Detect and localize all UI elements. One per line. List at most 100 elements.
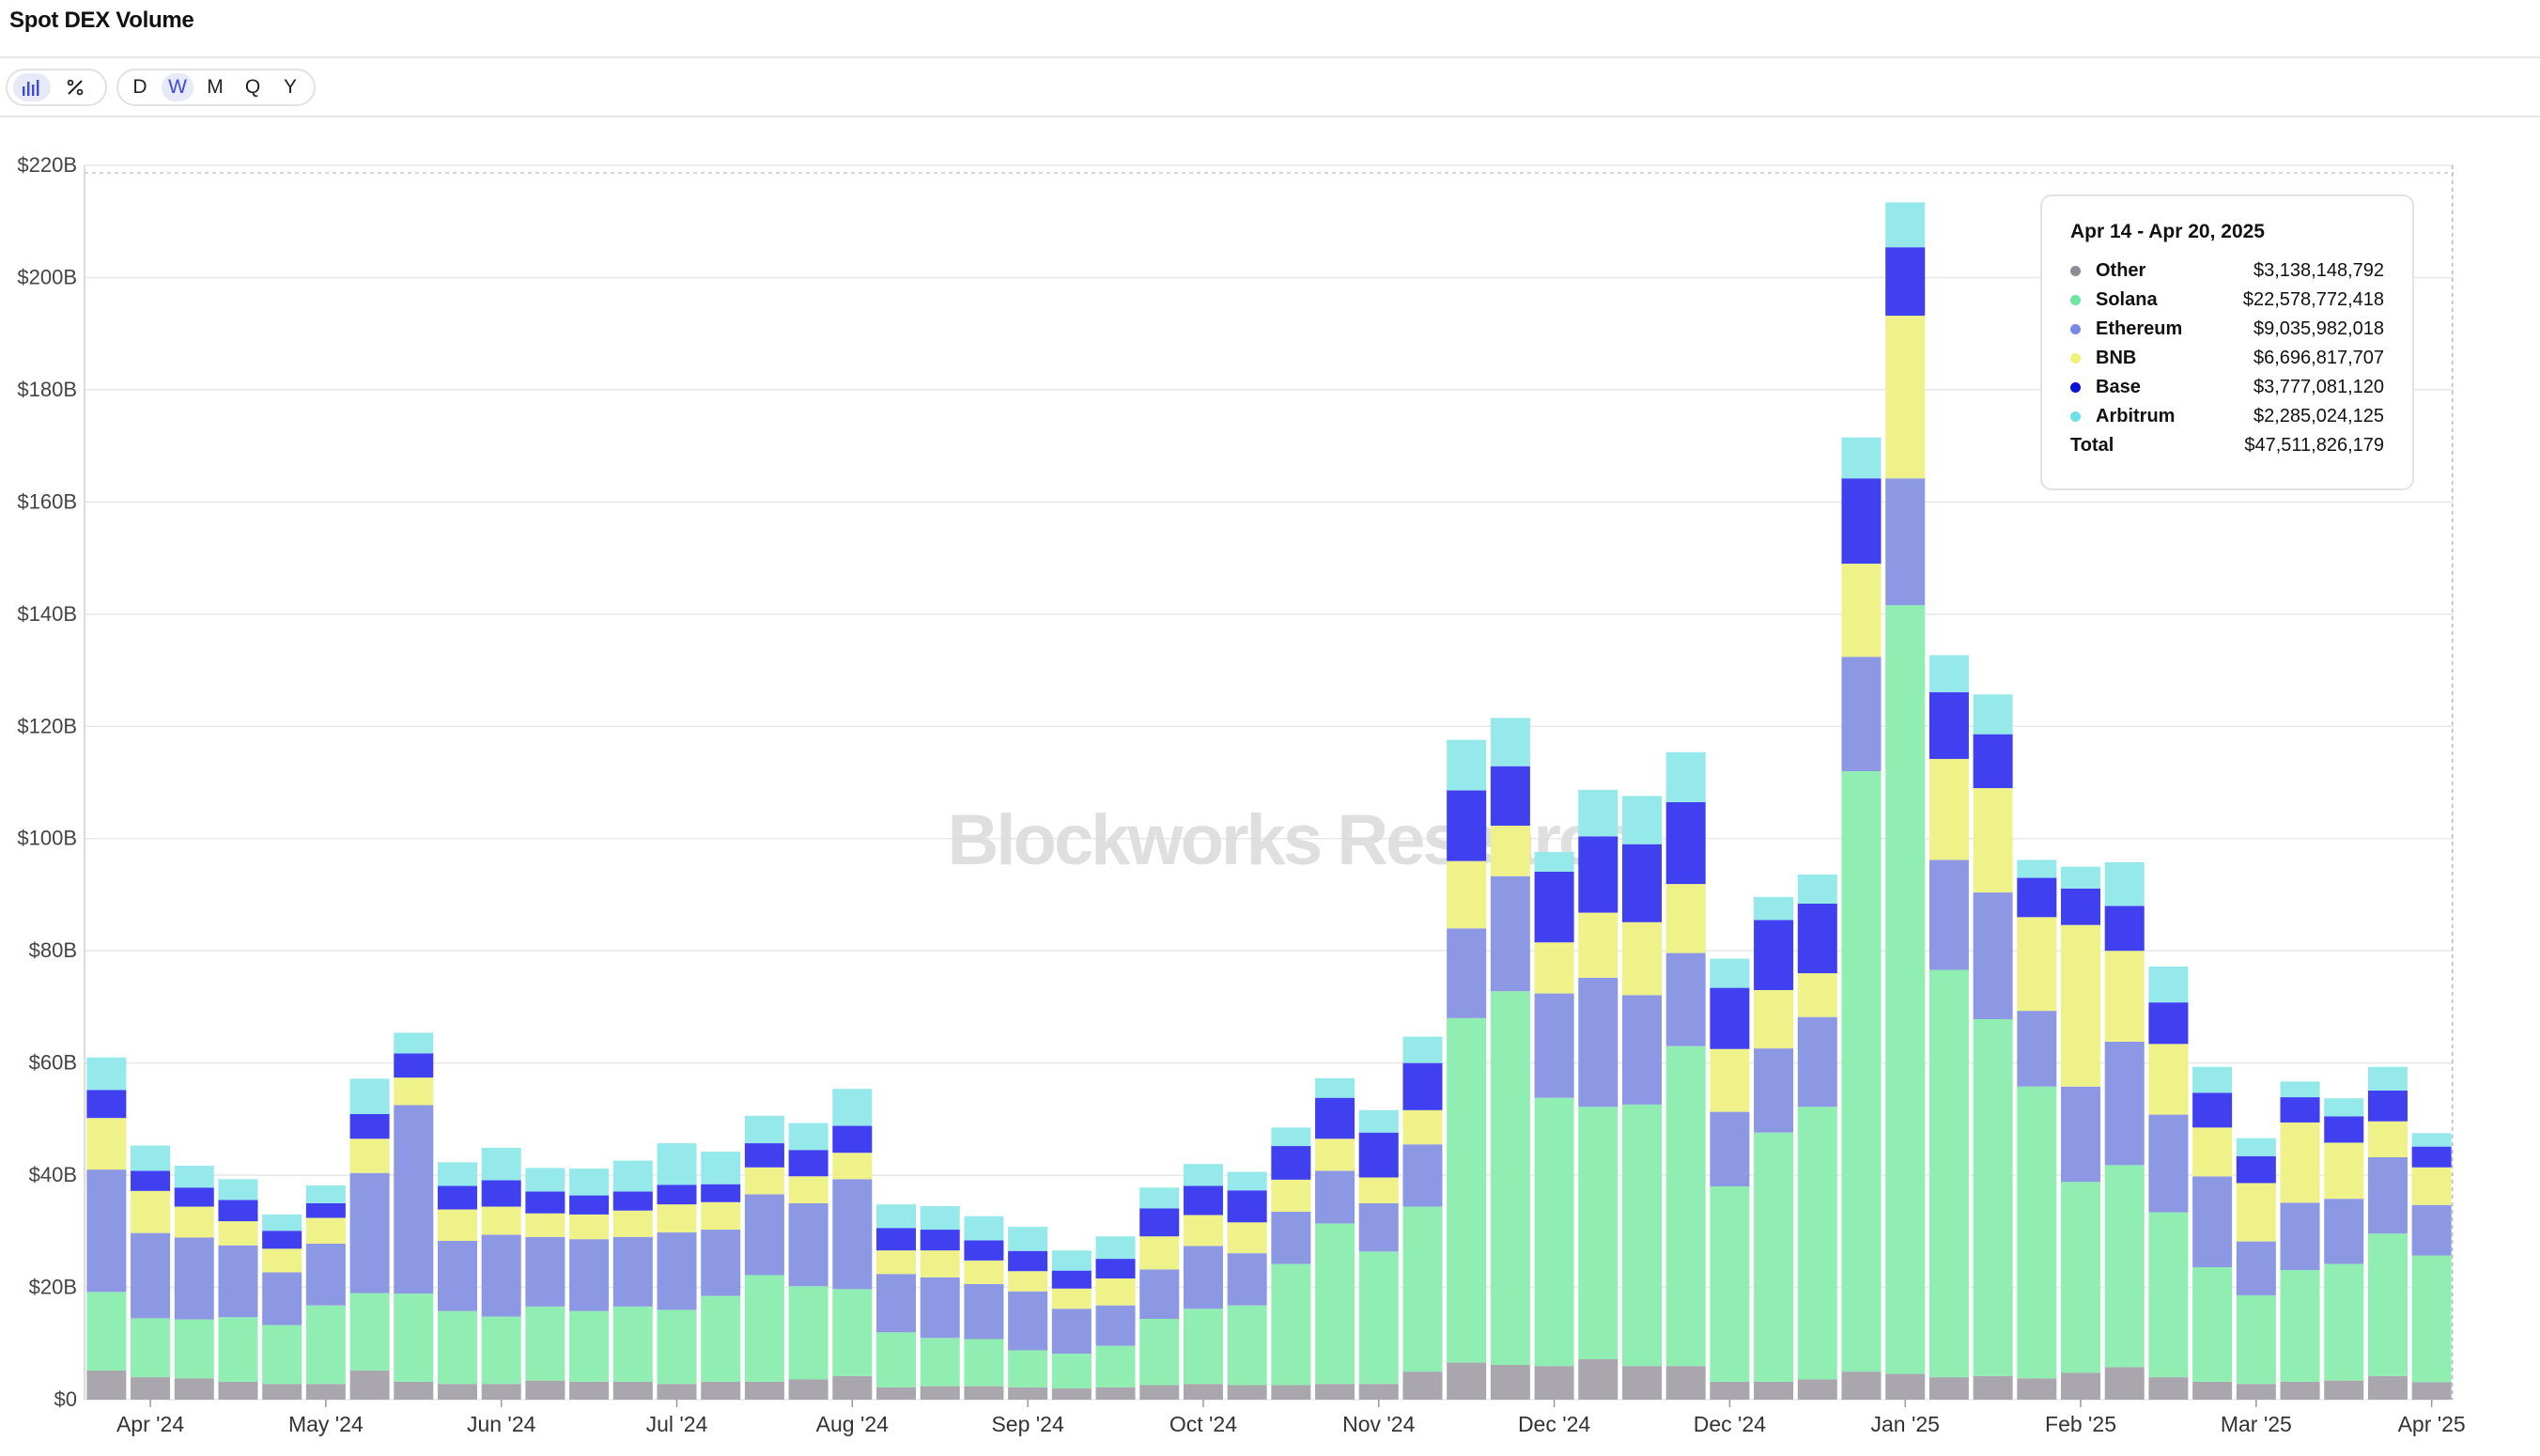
bar-segment-bnb[interactable] <box>1973 787 2013 893</box>
bar-segment-ethereum[interactable] <box>394 1105 434 1294</box>
bar-segment-base[interactable] <box>832 1125 873 1154</box>
bar-segment-other[interactable] <box>701 1381 741 1400</box>
bar-segment-solana[interactable] <box>1271 1263 1311 1386</box>
bar-segment-arbitrum[interactable] <box>437 1162 477 1186</box>
period-button-y[interactable]: Y <box>283 76 297 98</box>
bar-segment-arbitrum[interactable] <box>2411 1133 2452 1147</box>
bar-segment-other[interactable] <box>1447 1362 1487 1400</box>
bar-segment-solana[interactable] <box>2061 1182 2101 1373</box>
bar-segment-ethereum[interactable] <box>1447 928 1487 1018</box>
bar-segment-ethereum[interactable] <box>1841 657 1882 772</box>
bar-segment-solana[interactable] <box>2280 1270 2320 1382</box>
bar-segment-bnb[interactable] <box>525 1213 565 1237</box>
bar-segment-arbitrum[interactable] <box>2148 966 2189 1003</box>
bar-segment-base[interactable] <box>305 1202 346 1218</box>
bar-segment-arbitrum[interactable] <box>1447 739 1487 791</box>
bar-segment-solana[interactable] <box>481 1316 521 1385</box>
bar-segment-other[interactable] <box>131 1377 171 1400</box>
bar-segment-bnb[interactable] <box>1183 1215 1223 1247</box>
bar-segment-base[interactable] <box>349 1113 390 1139</box>
bar-segment-solana[interactable] <box>262 1324 302 1385</box>
bar-segment-arbitrum[interactable] <box>1227 1171 1267 1191</box>
percent-icon[interactable] <box>56 73 94 101</box>
bar-segment-solana[interactable] <box>1534 1097 1574 1367</box>
bar-segment-bnb[interactable] <box>1797 973 1837 1017</box>
bar-segment-ethereum[interactable] <box>1402 1144 1443 1207</box>
bar-segment-arbitrum[interactable] <box>1183 1164 1223 1186</box>
bar-segment-base[interactable] <box>1621 844 1662 922</box>
bar-segment-ethereum[interactable] <box>2280 1202 2320 1271</box>
bar-segment-ethereum[interactable] <box>876 1274 917 1333</box>
bar-segment-other[interactable] <box>832 1375 873 1400</box>
bar-segment-other[interactable] <box>612 1381 653 1400</box>
bar-segment-bnb[interactable] <box>1051 1288 1092 1309</box>
bar-segment-other[interactable] <box>1490 1364 1530 1400</box>
bar-segment-bnb[interactable] <box>2192 1127 2233 1177</box>
bar-segment-ethereum[interactable] <box>1665 953 1706 1046</box>
bar-segment-base[interactable] <box>788 1150 829 1177</box>
bar-segment-ethereum[interactable] <box>832 1179 873 1290</box>
bar-segment-ethereum[interactable] <box>218 1245 258 1318</box>
bar-segment-ethereum[interactable] <box>2411 1204 2452 1256</box>
bar-segment-base[interactable] <box>1490 766 1530 826</box>
bar-segment-ethereum[interactable] <box>305 1243 346 1306</box>
bar-segment-base[interactable] <box>1973 734 2013 788</box>
bar-segment-solana[interactable] <box>2192 1267 2233 1382</box>
bar-segment-other[interactable] <box>2017 1378 2057 1400</box>
bar-segment-solana[interactable] <box>1665 1046 1706 1367</box>
bar-segment-ethereum[interactable] <box>1797 1016 1837 1107</box>
bar-segment-other[interactable] <box>1754 1381 1794 1400</box>
period-button-q[interactable]: Q <box>244 76 261 98</box>
bar-segment-base[interactable] <box>1797 904 1837 974</box>
bar-segment-other[interactable] <box>2061 1372 2101 1400</box>
bar-segment-bnb[interactable] <box>394 1077 434 1106</box>
bar-segment-solana[interactable] <box>1928 969 1969 1378</box>
bar-segment-solana[interactable] <box>2367 1233 2408 1376</box>
bar-segment-base[interactable] <box>1928 691 1969 759</box>
bar-segment-solana[interactable] <box>218 1317 258 1382</box>
bar-segment-base[interactable] <box>1051 1270 1092 1289</box>
bar-segment-base[interactable] <box>964 1240 1004 1261</box>
bar-segment-base[interactable] <box>1402 1062 1443 1110</box>
bar-segment-solana[interactable] <box>1710 1186 1750 1382</box>
bar-segment-base[interactable] <box>1183 1185 1223 1216</box>
bar-segment-bnb[interactable] <box>876 1250 917 1275</box>
bar-segment-other[interactable] <box>2148 1377 2189 1400</box>
bar-segment-other[interactable] <box>2411 1382 2452 1400</box>
bar-segment-arbitrum[interactable] <box>218 1179 258 1200</box>
bar-segment-bnb[interactable] <box>174 1206 214 1238</box>
bar-segment-bnb[interactable] <box>964 1260 1004 1284</box>
bar-segment-solana[interactable] <box>2411 1255 2452 1383</box>
bar-segment-base[interactable] <box>481 1180 521 1207</box>
bar-segment-ethereum[interactable] <box>2148 1114 2189 1213</box>
bar-segment-base[interactable] <box>1315 1097 1355 1139</box>
bar-segment-solana[interactable] <box>305 1305 346 1385</box>
bar-segment-arbitrum[interactable] <box>2061 866 2101 889</box>
bar-segment-base[interactable] <box>394 1053 434 1078</box>
bar-segment-base[interactable] <box>86 1090 127 1119</box>
bar-segment-arbitrum[interactable] <box>1358 1109 1399 1133</box>
bar-segment-ethereum[interactable] <box>1095 1305 1136 1346</box>
period-button-w[interactable]: W <box>162 73 194 101</box>
bar-segment-arbitrum[interactable] <box>349 1078 390 1114</box>
bar-segment-ethereum[interactable] <box>1973 892 2013 1020</box>
bar-segment-arbitrum[interactable] <box>1885 202 1926 248</box>
bar-segment-solana[interactable] <box>657 1309 697 1385</box>
bar-segment-other[interactable] <box>349 1370 390 1400</box>
bar-segment-arbitrum[interactable] <box>1534 852 1574 872</box>
bar-segment-ethereum[interactable] <box>1928 860 1969 970</box>
bar-segment-base[interactable] <box>2280 1097 2320 1123</box>
bar-segment-solana[interactable] <box>1621 1104 1662 1367</box>
bar-segment-arbitrum[interactable] <box>131 1145 171 1171</box>
bar-segment-arbitrum[interactable] <box>788 1123 829 1151</box>
bar-segment-base[interactable] <box>2148 1002 2189 1045</box>
bar-segment-other[interactable] <box>1183 1384 1223 1400</box>
bar-segment-bnb[interactable] <box>1358 1177 1399 1203</box>
bar-segment-arbitrum[interactable] <box>876 1204 917 1229</box>
bar-segment-base[interactable] <box>1227 1190 1267 1223</box>
bar-segment-ethereum[interactable] <box>481 1234 521 1317</box>
bar-segment-other[interactable] <box>1885 1373 1926 1400</box>
bar-segment-ethereum[interactable] <box>1227 1253 1267 1306</box>
bar-segment-solana[interactable] <box>1358 1251 1399 1385</box>
bar-segment-arbitrum[interactable] <box>86 1057 127 1091</box>
